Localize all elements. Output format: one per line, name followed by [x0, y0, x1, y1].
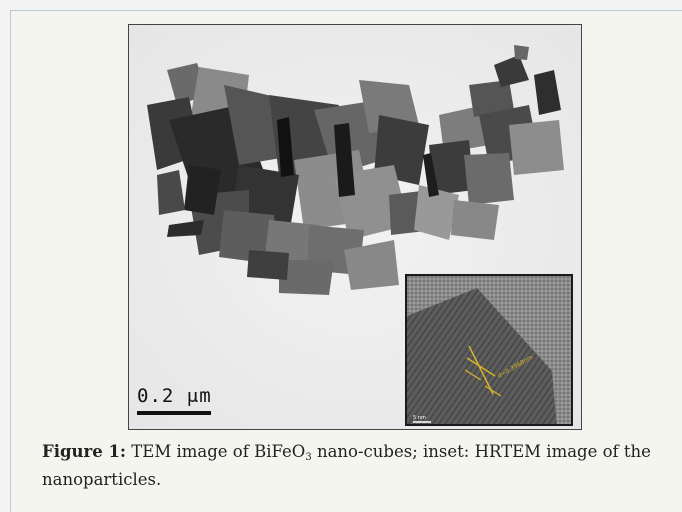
- figure-panel: 0.2 μm: [10, 10, 682, 512]
- tem-image: 0.2 μm: [128, 24, 582, 430]
- caption-label: Figure 1:: [42, 442, 127, 461]
- tem-micrograph: [129, 25, 581, 429]
- caption-text-before: TEM image of BiFeO: [126, 442, 306, 461]
- figure-caption: Figure 1: TEM image of BiFeO3 nano-cubes…: [42, 441, 672, 491]
- caption-subscript: 3: [305, 452, 312, 463]
- hrtem-micrograph: d=0.3968nm 5 nm: [407, 276, 571, 424]
- inset-scale-label: 5 nm: [413, 415, 426, 421]
- nanocube-cluster: [147, 45, 564, 295]
- scale-bar: [137, 411, 211, 415]
- scale-bar-label: 0.2 μm: [137, 385, 212, 407]
- caption-text-after: nano-cubes; inset: HRTEM image of the na…: [42, 442, 651, 489]
- hrtem-inset: d=0.3968nm 5 nm: [405, 274, 573, 426]
